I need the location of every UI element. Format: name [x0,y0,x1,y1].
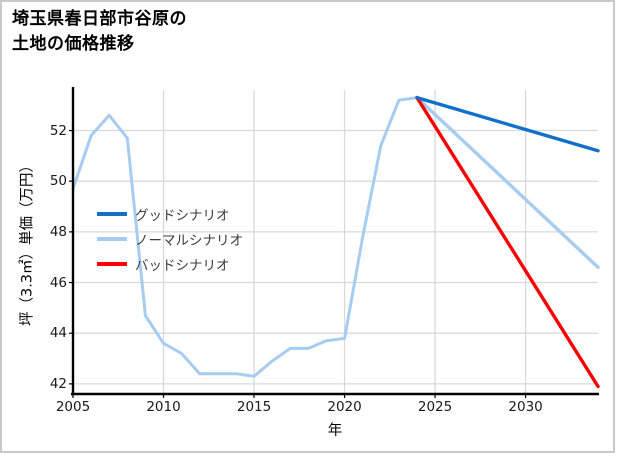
chart-title-line1: 埼玉県春日部市谷原の [12,9,187,29]
y-tick-label: 50 [49,173,67,190]
chart-title-line2: 土地の価格推移 [12,34,135,54]
x-tick-label: 2005 [55,399,91,415]
x-tick-label: 2030 [508,399,543,415]
legend-label-good: グッドシナリオ [135,208,230,224]
y-tick-label: 42 [49,375,67,392]
y-axis-title: 坪（3.3㎡）単価（万円） [19,157,36,327]
scenario-line-normal [415,95,600,269]
scenario-line-bad [415,95,600,389]
x-tick-label: 2020 [327,399,362,415]
legend-label-normal: ノーマルシナリオ [135,233,243,249]
y-tick-label: 52 [49,122,67,139]
history-line [71,96,419,378]
widget-border [0,0,615,453]
legend-label-bad: バッドシナリオ [135,258,230,274]
scenario-line-good [415,95,600,153]
x-tick-label: 2015 [236,399,272,415]
y-tick-label: 48 [49,223,67,240]
y-tick-label: 44 [49,325,67,342]
x-tick-label: 2010 [146,399,181,415]
x-axis-title: 年 [327,423,343,439]
chart-title: 埼玉県春日部市谷原の 土地の価格推移 [12,7,187,57]
x-tick-label: 2025 [417,399,453,415]
y-tick-label: 46 [49,274,67,291]
